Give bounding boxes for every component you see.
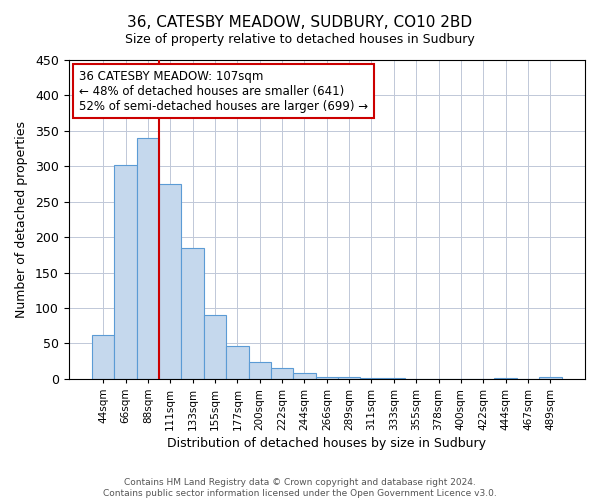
Bar <box>293 373 316 379</box>
Bar <box>494 378 517 379</box>
Text: 36, CATESBY MEADOW, SUDBURY, CO10 2BD: 36, CATESBY MEADOW, SUDBURY, CO10 2BD <box>127 15 473 30</box>
Bar <box>181 248 204 379</box>
Y-axis label: Number of detached properties: Number of detached properties <box>15 121 28 318</box>
Text: Contains HM Land Registry data © Crown copyright and database right 2024.
Contai: Contains HM Land Registry data © Crown c… <box>103 478 497 498</box>
Bar <box>271 368 293 379</box>
Bar <box>159 184 181 379</box>
Bar <box>383 378 405 379</box>
Bar <box>361 378 383 379</box>
Bar <box>204 315 226 379</box>
Bar <box>137 138 159 379</box>
Bar <box>338 378 361 379</box>
Bar <box>248 362 271 379</box>
Bar <box>316 377 338 379</box>
X-axis label: Distribution of detached houses by size in Sudbury: Distribution of detached houses by size … <box>167 437 486 450</box>
Bar <box>226 346 248 379</box>
Bar <box>115 165 137 379</box>
Text: Size of property relative to detached houses in Sudbury: Size of property relative to detached ho… <box>125 32 475 46</box>
Text: 36 CATESBY MEADOW: 107sqm
← 48% of detached houses are smaller (641)
52% of semi: 36 CATESBY MEADOW: 107sqm ← 48% of detac… <box>79 70 368 112</box>
Bar <box>539 378 562 379</box>
Bar <box>92 335 115 379</box>
